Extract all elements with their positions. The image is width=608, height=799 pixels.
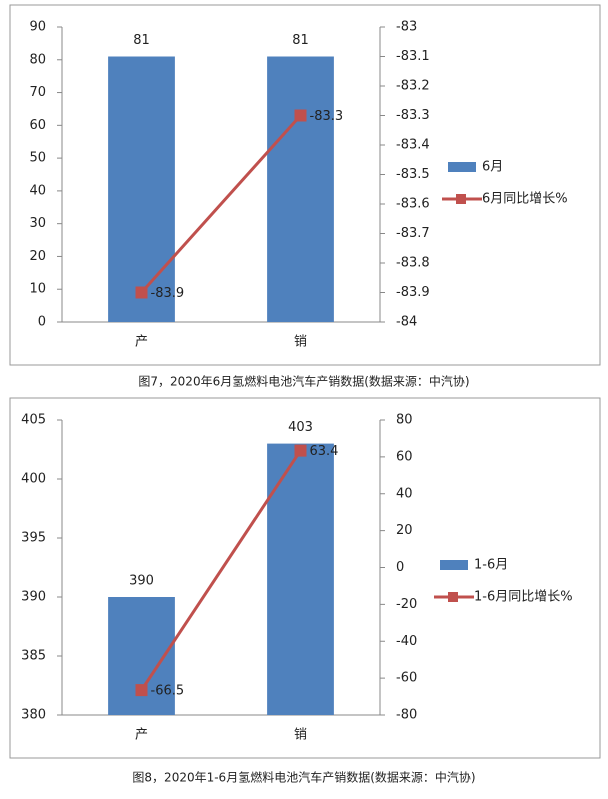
y-tick-label: 20 xyxy=(29,249,46,264)
y-tick-label: 405 xyxy=(21,413,46,428)
y-tick-label: 390 xyxy=(21,590,46,605)
y2-tick-label: -83.3 xyxy=(396,108,430,123)
chart-caption: 图8，2020年1-6月氢燃料电池汽车产销数据(数据来源：中汽协) xyxy=(132,770,475,785)
y2-tick-label: -83.4 xyxy=(396,138,430,153)
chart-caption: 图7，2020年6月氢燃料电池汽车产销数据(数据来源：中汽协) xyxy=(138,374,469,389)
chart: 380 385 390 395 400 405 -80 -60 -40 -20 0 20 40 60 80 产… xyxy=(9,397,601,785)
y-tick-label: 0 xyxy=(38,315,46,330)
bar-value-label: 403 xyxy=(288,420,313,435)
y2-tick-label: -83.2 xyxy=(396,79,430,94)
line-value-label: -66.5 xyxy=(151,684,185,699)
y2-tick-label: -83.9 xyxy=(396,285,430,300)
y2-tick-label: 40 xyxy=(396,486,413,501)
y2-tick-label: -83.7 xyxy=(396,226,430,241)
y2-tick-label: -83.6 xyxy=(396,197,430,212)
y-tick-label: 70 xyxy=(29,85,46,100)
legend-swatch xyxy=(440,560,468,570)
bar-value-label: 390 xyxy=(129,574,154,589)
y2-tick-label: 80 xyxy=(396,413,413,428)
chart: 0 10 20 30 40 50 60 70 80 90 -84 -83.9 -83.8 -83.7 -83… xyxy=(9,4,601,389)
line-marker xyxy=(135,286,148,299)
legend-swatch xyxy=(448,162,476,172)
x-tick-label: 销 xyxy=(294,728,307,743)
line-value-label: -83.9 xyxy=(151,286,185,301)
y2-tick-label: -84 xyxy=(396,315,417,330)
y2-tick-label: -20 xyxy=(396,597,417,612)
legend-label: 1-6月 xyxy=(474,558,508,573)
y-tick-label: 80 xyxy=(29,52,46,67)
legend-label: 6月 xyxy=(482,160,503,175)
x-tick-label: 销 xyxy=(294,335,307,350)
line-value-label: -83.3 xyxy=(310,109,344,124)
y-tick-label: 40 xyxy=(29,183,46,198)
line-marker xyxy=(135,684,148,697)
y-tick-label: 50 xyxy=(29,151,46,166)
bar xyxy=(267,56,334,322)
line xyxy=(140,114,302,294)
line xyxy=(140,449,302,691)
y-tick-label: 10 xyxy=(29,282,46,297)
y-tick-label: 395 xyxy=(21,531,46,546)
y-tick-label: 400 xyxy=(21,472,46,487)
x-tick-label: 产 xyxy=(135,335,148,350)
legend-swatch xyxy=(448,592,458,602)
y2-tick-label: -83.1 xyxy=(396,49,430,64)
bar xyxy=(267,443,334,715)
bar-value-label: 81 xyxy=(292,33,309,48)
y-tick-label: 380 xyxy=(21,708,46,723)
legend-label: 1-6月同比增长% xyxy=(474,590,573,605)
y2-tick-label: -60 xyxy=(396,671,417,686)
y2-tick-label: -83.5 xyxy=(396,167,430,182)
line-marker xyxy=(294,109,307,122)
x-tick-label: 产 xyxy=(135,728,148,743)
line-marker xyxy=(294,444,307,457)
y2-tick-label: 20 xyxy=(396,523,413,538)
y-tick-label: 30 xyxy=(29,216,46,231)
y-tick-label: 60 xyxy=(29,118,46,133)
bar-value-label: 81 xyxy=(133,33,150,48)
y2-tick-label: -40 xyxy=(396,634,417,649)
y2-tick-label: 0 xyxy=(396,560,404,575)
y2-tick-label: 60 xyxy=(396,449,413,464)
legend-swatch xyxy=(456,194,466,204)
legend-label: 6月同比增长% xyxy=(482,192,568,207)
line-value-label: 63.4 xyxy=(310,444,339,459)
y2-tick-label: -80 xyxy=(396,708,417,723)
y-tick-label: 385 xyxy=(21,649,46,664)
y-tick-label: 90 xyxy=(29,20,46,35)
y2-tick-label: -83 xyxy=(396,20,417,35)
y2-tick-label: -83.8 xyxy=(396,256,430,271)
bar xyxy=(108,56,175,322)
